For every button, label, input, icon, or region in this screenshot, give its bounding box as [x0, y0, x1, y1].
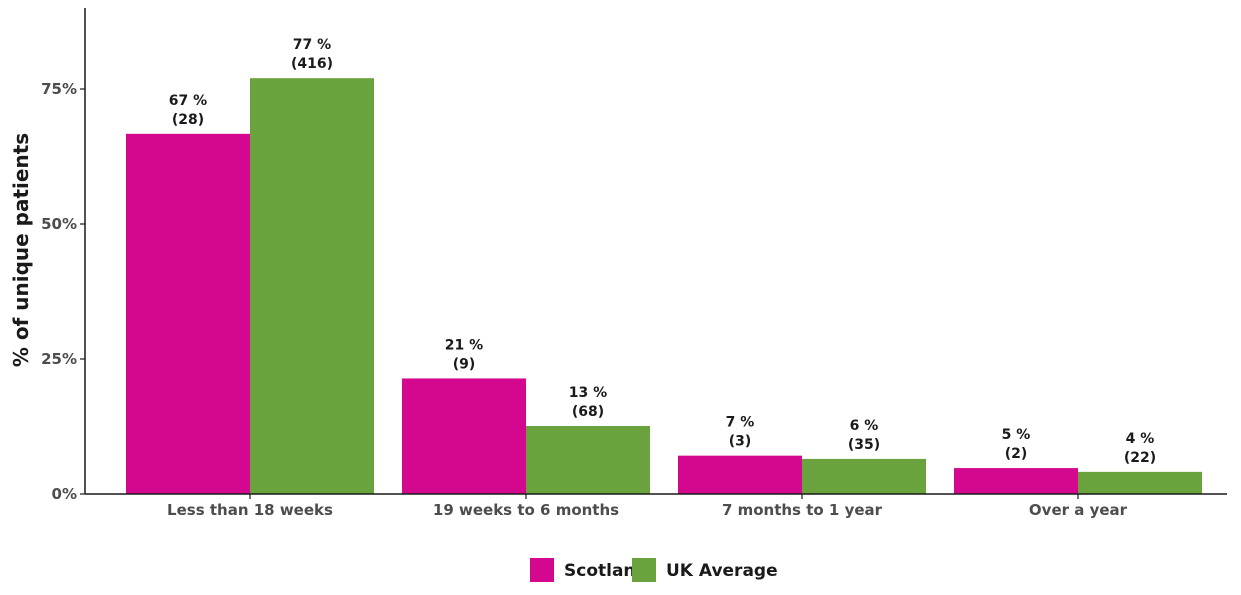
x-tick-label: Over a year	[1029, 501, 1128, 519]
legend-swatch	[632, 558, 656, 582]
x-axis-ticks: Less than 18 weeks 19 weeks to 6 months 7 …	[167, 494, 1128, 519]
data-label-count: (28)	[172, 112, 204, 128]
data-label-percent: 77 %	[293, 37, 331, 53]
bar	[1078, 471, 1202, 494]
data-label-percent: 21 %	[445, 337, 483, 353]
data-label-count: (22)	[1124, 450, 1156, 466]
bar	[678, 455, 802, 494]
data-label-percent: 5 %	[1002, 427, 1031, 443]
legend: Scotland UK Average	[530, 558, 778, 582]
plot-area: 67 % (28) 77 % (416) 21 % (9) 13 % (68) 7 % (3) 6 …	[126, 37, 1202, 494]
data-label-count: (416)	[291, 56, 333, 72]
data-label-percent: 7 %	[726, 415, 755, 431]
bar	[402, 378, 526, 494]
legend-label: Scotland	[564, 561, 648, 581]
legend-label: UK Average	[666, 561, 778, 581]
data-label-count: (2)	[1005, 446, 1028, 462]
data-label-percent: 67 %	[169, 93, 207, 109]
bar	[526, 425, 650, 494]
data-label-percent: 6 %	[850, 418, 879, 434]
bar	[250, 78, 374, 494]
y-tick-label: 25%	[41, 350, 77, 368]
bar	[126, 133, 250, 494]
y-axis-title: % of unique patients	[9, 133, 33, 367]
y-tick-label: 75%	[41, 80, 77, 98]
data-label-count: (68)	[572, 404, 604, 420]
x-tick-label: Less than 18 weeks	[167, 501, 333, 519]
legend-swatch	[530, 558, 554, 582]
data-label-percent: 13 %	[569, 385, 607, 401]
y-tick-label: 50%	[41, 215, 77, 233]
data-label-count: (35)	[848, 437, 880, 453]
data-label-count: (9)	[453, 356, 476, 372]
bar	[954, 468, 1078, 494]
bar	[802, 458, 926, 494]
data-label-count: (3)	[729, 434, 752, 450]
x-tick-label: 19 weeks to 6 months	[433, 501, 619, 519]
y-tick-label: 0%	[52, 485, 77, 503]
x-tick-label: 7 months to 1 year	[722, 501, 883, 519]
data-label-percent: 4 %	[1126, 431, 1155, 447]
y-axis-ticks: 0% 25% 50% 75%	[41, 80, 85, 503]
